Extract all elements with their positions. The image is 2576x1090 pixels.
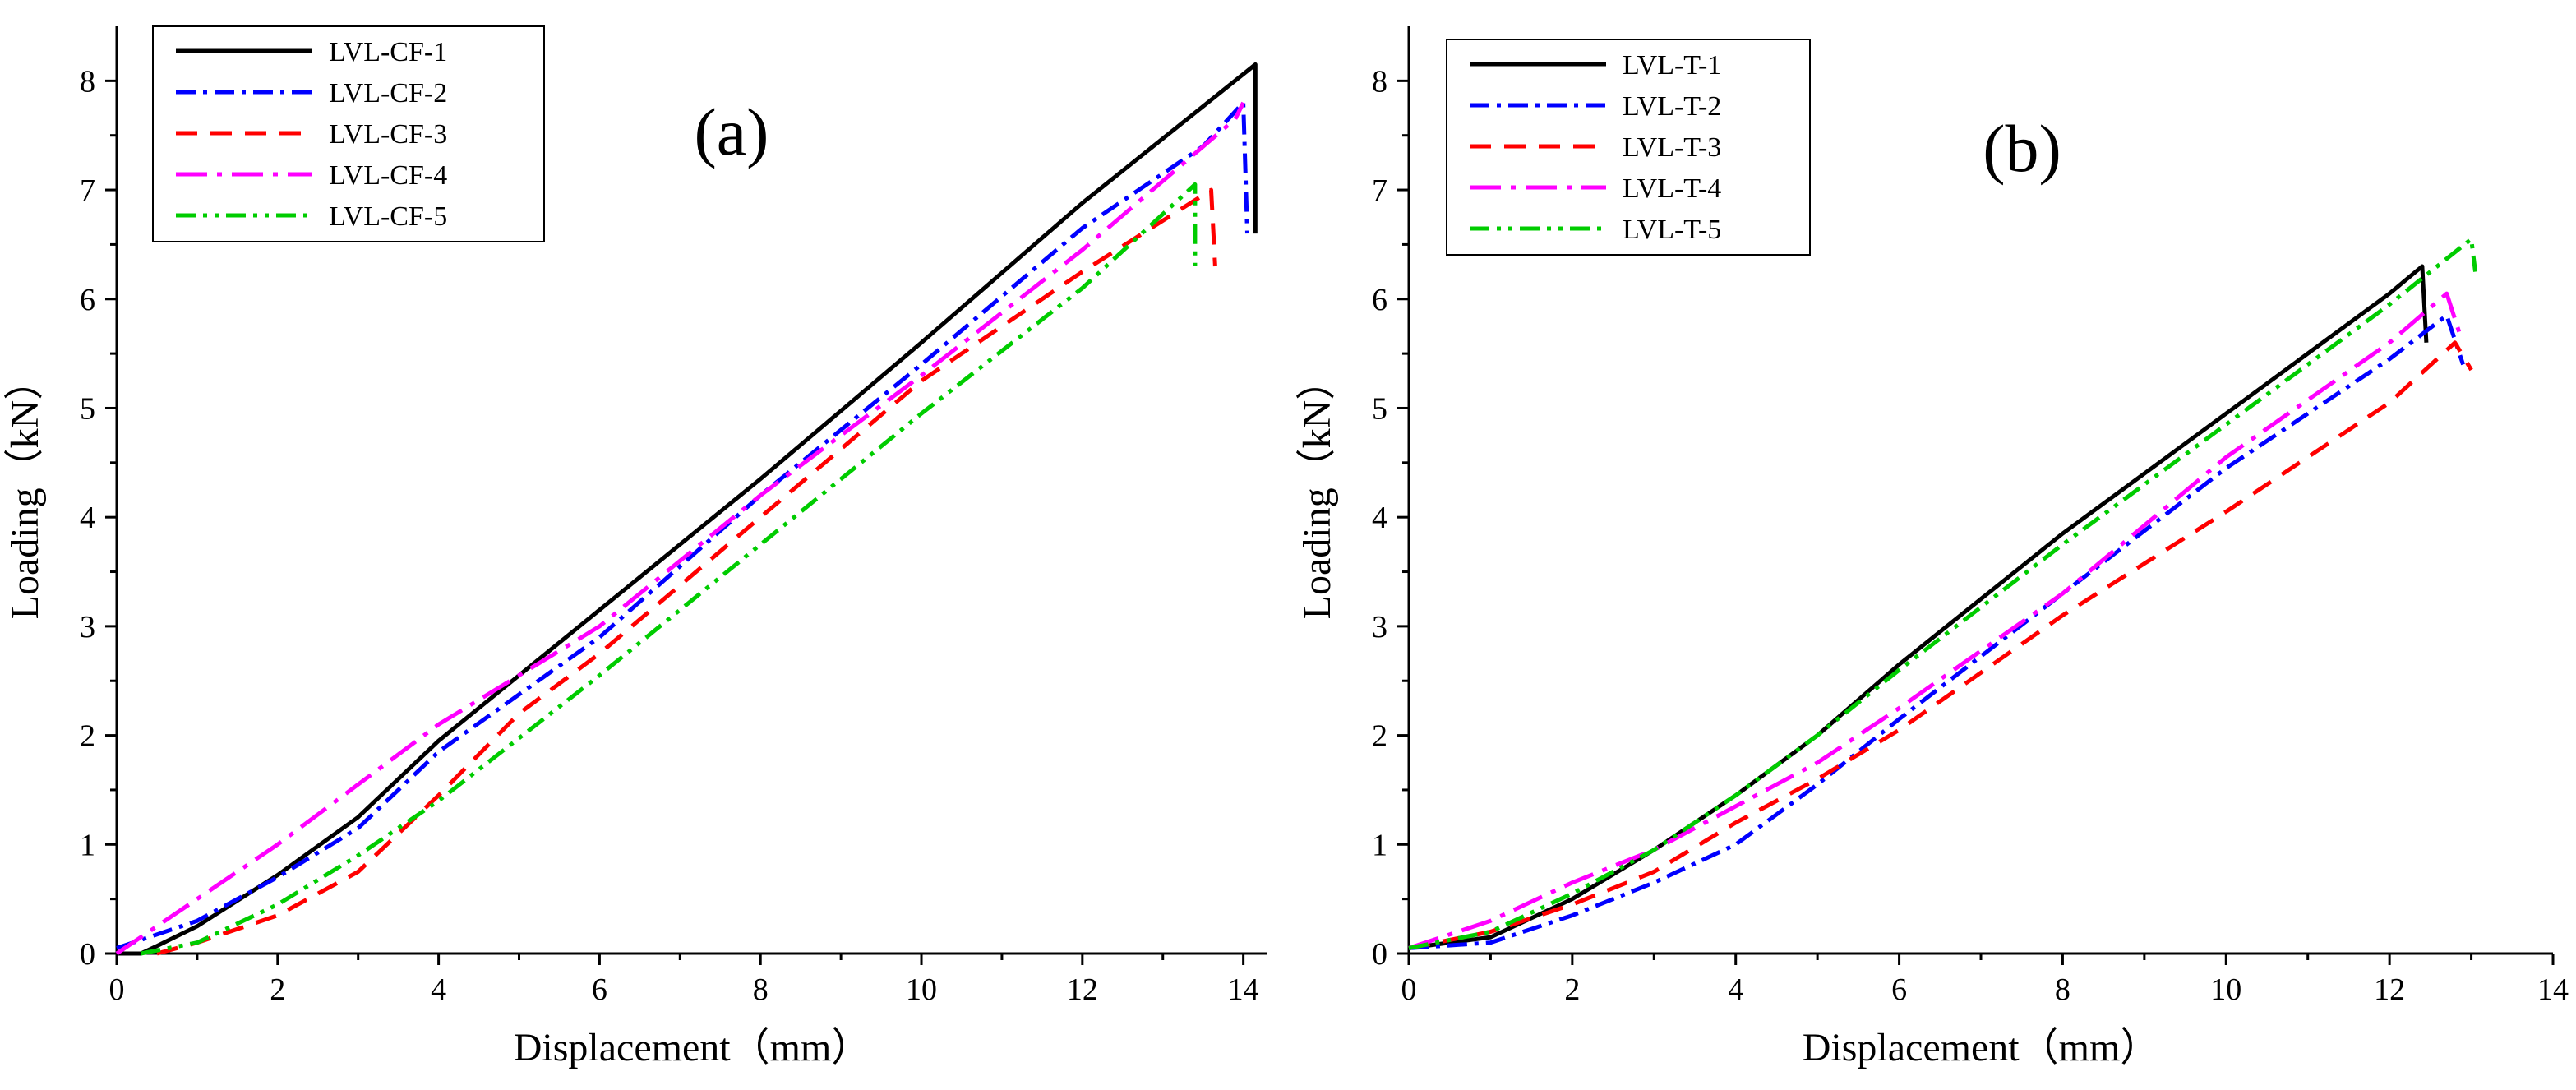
series-line-lvl-t-5 [1408, 237, 2477, 950]
y-tick-label: 2 [80, 719, 95, 754]
legend-label: LVL-CF-5 [329, 201, 447, 232]
x-tick-label: 12 [1067, 972, 1098, 1007]
legend-label: LVL-T-5 [1623, 215, 1721, 245]
x-tick-label: 8 [2055, 972, 2070, 1007]
panel-label: (b) [1983, 111, 2061, 186]
x-axis-title: Displacement（mm） [1803, 1026, 2160, 1069]
x-tick-label: 0 [1401, 972, 1417, 1007]
series-line-lvl-cf-1 [117, 62, 1258, 956]
series-line-lvl-cf-4 [115, 101, 1245, 956]
x-tick-label: 0 [109, 972, 125, 1007]
x-tick-label: 2 [270, 972, 285, 1007]
y-tick-label: 1 [1372, 828, 1387, 862]
y-tick-label: 8 [1372, 64, 1387, 99]
x-axis-title: Displacement（mm） [514, 1026, 871, 1069]
series-line-lvl-t-1 [1408, 264, 2429, 950]
y-tick-label: 1 [80, 828, 95, 862]
y-tick-label: 8 [80, 64, 95, 99]
legend-label: LVL-CF-3 [329, 119, 447, 150]
legend-label: LVL-CF-2 [329, 78, 447, 109]
y-tick-label: 0 [1372, 937, 1387, 972]
panel-b: 0 2 4 6 8 10 12 14012345678Displacement（mm）Load… [1295, 26, 2569, 1069]
y-tick-label: 5 [1372, 391, 1387, 426]
x-tick-label: 6 [1891, 972, 1907, 1007]
x-tick-label: 2 [1564, 972, 1580, 1007]
y-tick-label: 6 [80, 283, 95, 317]
y-tick-label: 0 [80, 937, 95, 972]
legend-label: LVL-T-1 [1623, 50, 1721, 81]
series-line-lvl-cf-3 [156, 187, 1217, 956]
series-line-lvl-t-2 [1408, 313, 2465, 950]
legend-label: LVL-T-4 [1623, 173, 1721, 204]
legend-label: LVL-CF-4 [329, 160, 447, 191]
legend-label: LVL-T-3 [1623, 132, 1721, 163]
x-tick-label: 14 [2537, 972, 2569, 1007]
x-tick-label: 10 [2210, 972, 2241, 1007]
panel-label: (a) [694, 95, 769, 169]
series-line-lvl-cf-5 [140, 182, 1198, 956]
y-tick-label: 6 [1372, 283, 1387, 317]
legend-label: LVL-CF-1 [329, 37, 447, 67]
y-tick-label: 4 [80, 501, 95, 535]
y-axis-title: Loading（kN） [3, 361, 47, 620]
y-tick-label: 4 [1372, 501, 1387, 535]
series-line-lvl-t-3 [1408, 340, 2473, 950]
series-line-lvl-t-4 [1408, 291, 2462, 950]
y-tick-label: 5 [80, 391, 95, 426]
x-tick-label: 6 [592, 972, 607, 1007]
y-tick-label: 7 [80, 173, 95, 208]
x-tick-label: 10 [906, 972, 937, 1007]
x-tick-label: 4 [1728, 972, 1743, 1007]
y-tick-label: 3 [80, 610, 95, 644]
x-tick-label: 8 [753, 972, 769, 1007]
x-tick-label: 12 [2374, 972, 2405, 1007]
x-tick-label: 4 [431, 972, 446, 1007]
y-axis-title: Loading（kN） [1295, 361, 1339, 620]
legend-label: LVL-T-2 [1623, 91, 1721, 122]
y-tick-label: 3 [1372, 610, 1387, 644]
y-tick-label: 2 [1372, 719, 1387, 754]
y-tick-label: 7 [1372, 173, 1387, 208]
x-tick-label: 14 [1228, 972, 1259, 1007]
panel-a: 0 2 4 6 8 10 12 14012345678Displacement（mm）Load… [3, 25, 1267, 1069]
